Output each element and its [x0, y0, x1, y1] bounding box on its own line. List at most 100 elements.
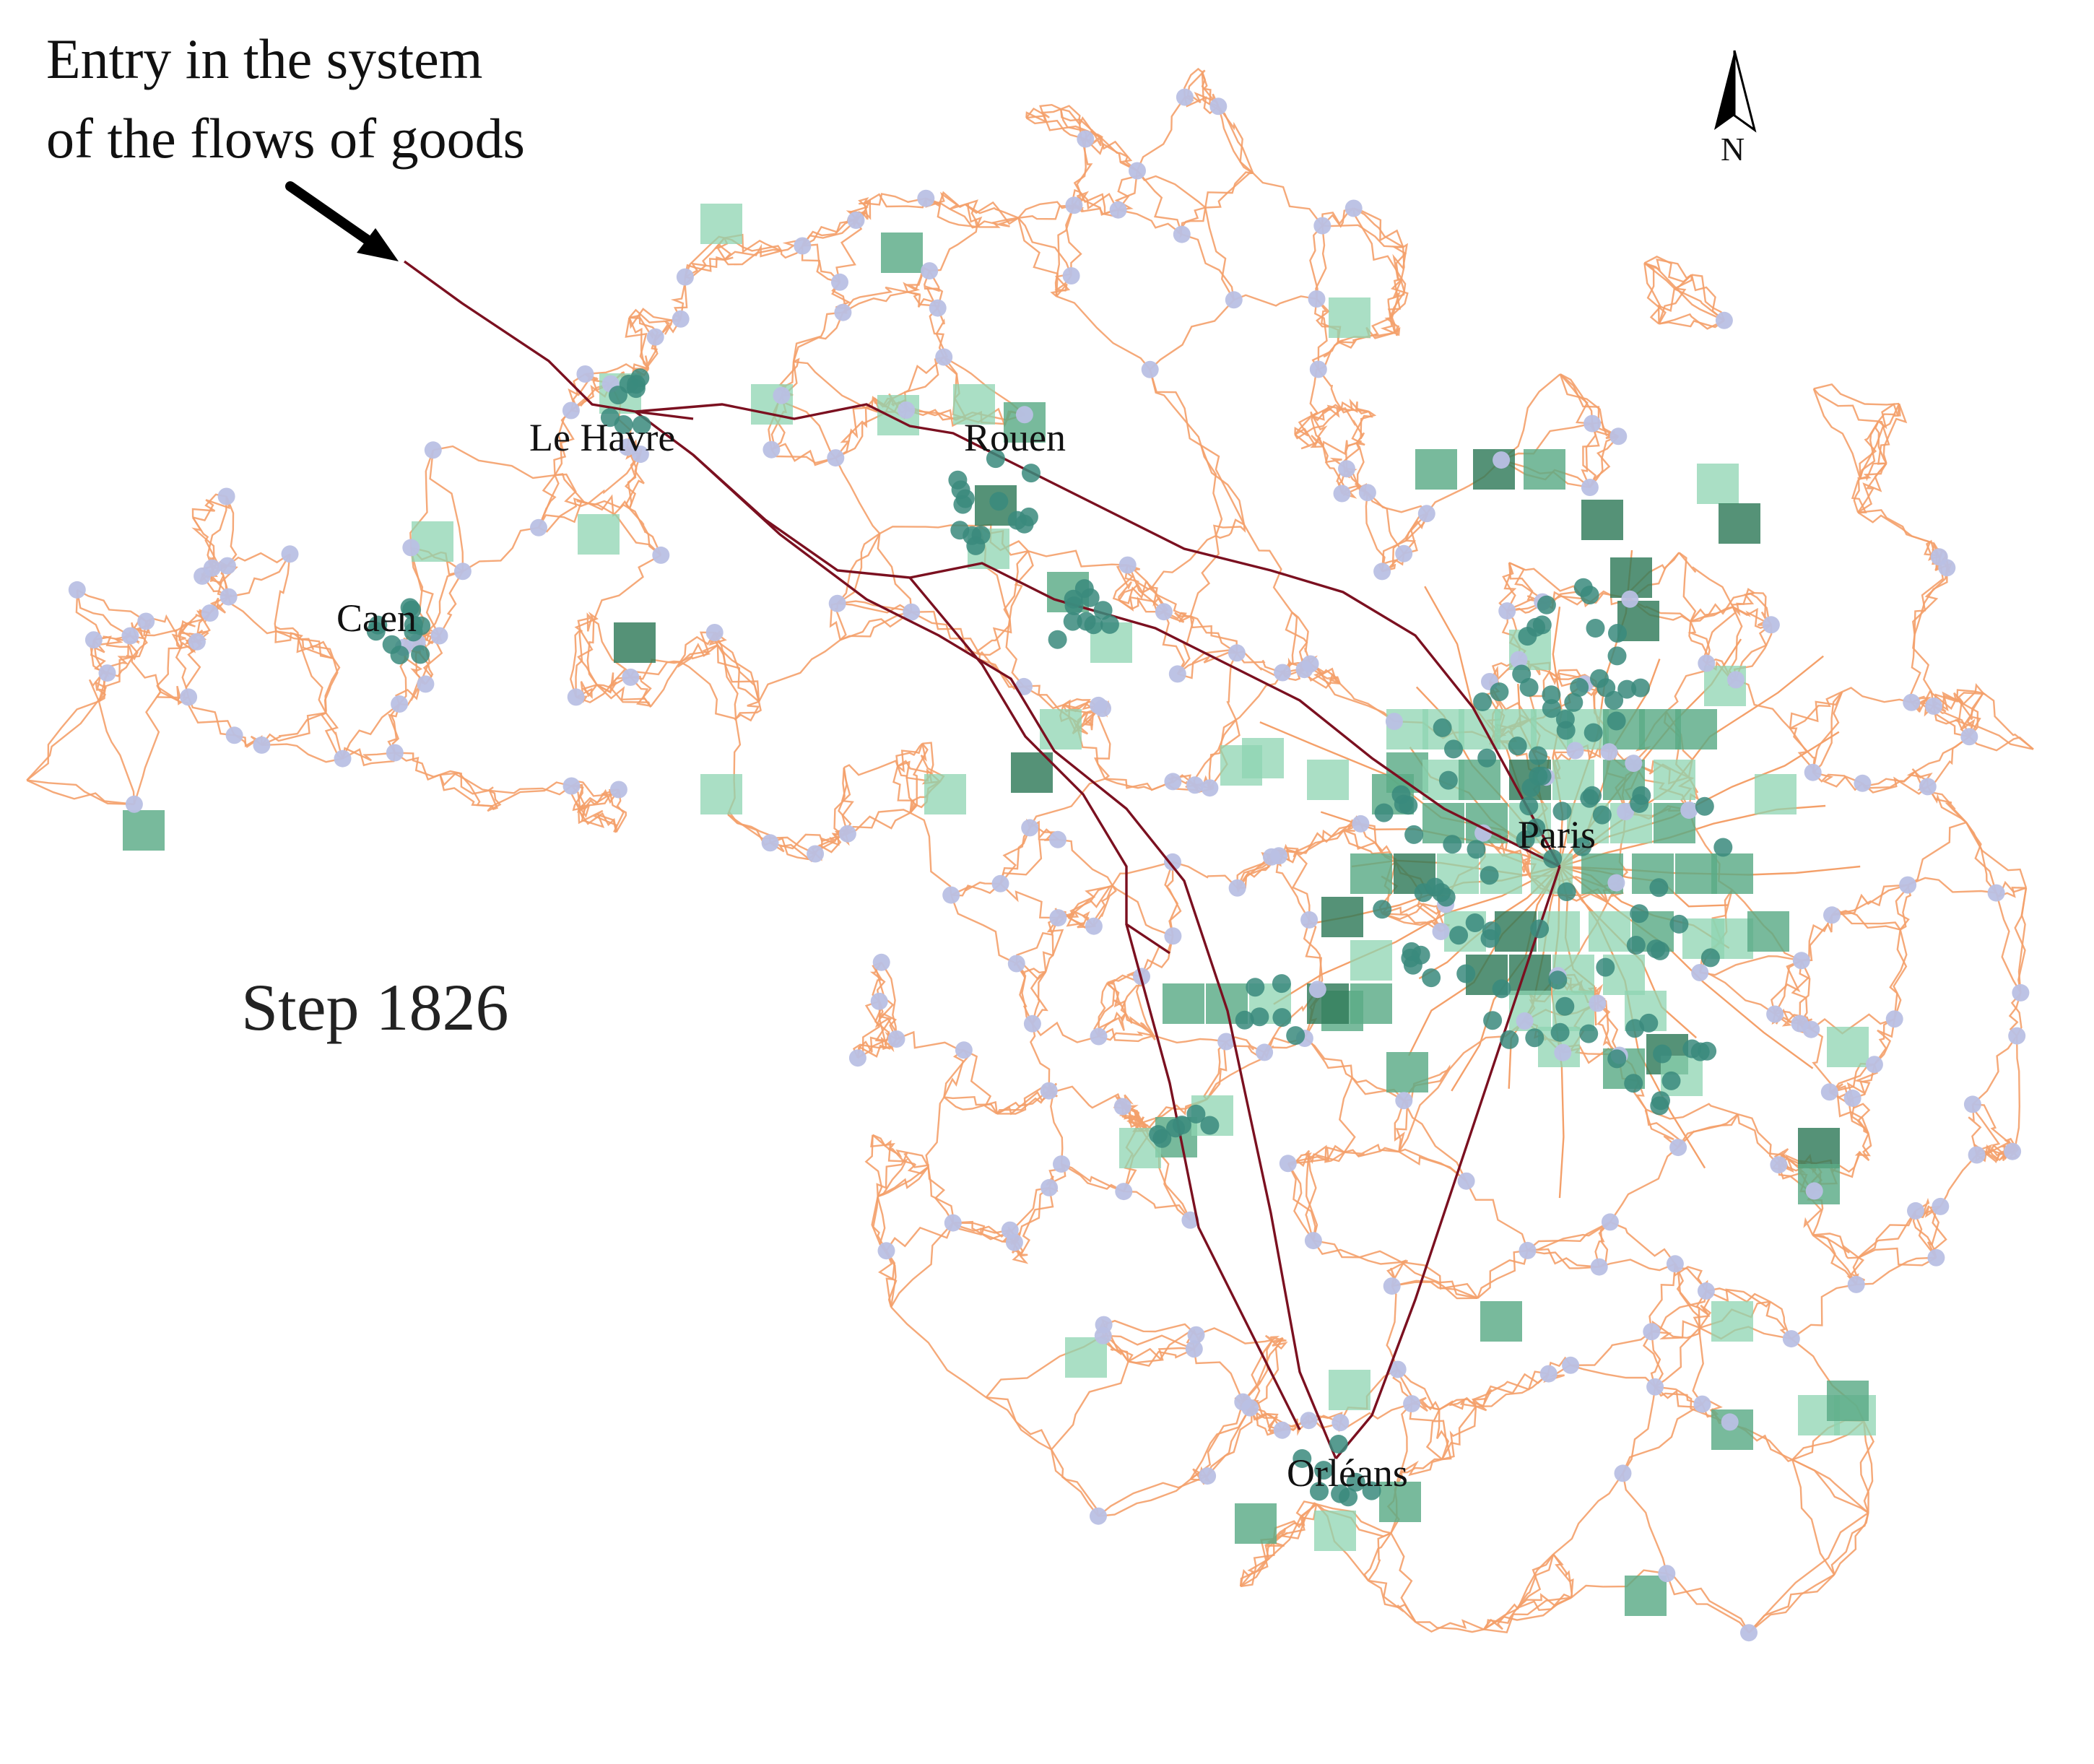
road-segment [1552, 1553, 1574, 1598]
activity-cell [1314, 1511, 1356, 1551]
road-segment [274, 625, 300, 640]
road-segment [976, 217, 1019, 228]
town-point [1885, 1010, 1903, 1028]
road-segment [986, 1396, 1052, 1451]
road-segment [1559, 373, 1619, 438]
road-segment [1477, 1250, 1529, 1299]
active-node [1432, 883, 1451, 903]
active-node [1592, 805, 1612, 825]
road-segment [1053, 1085, 1124, 1109]
road-segment [1654, 1386, 1703, 1405]
town-point [1129, 162, 1146, 180]
active-node [1346, 1472, 1365, 1492]
road-segment [1516, 1553, 1555, 1609]
town-point [1583, 414, 1602, 433]
active-node [1530, 919, 1550, 939]
road-segment [1275, 856, 1311, 921]
road-segment [1381, 513, 1428, 572]
road-segment [625, 317, 650, 370]
town-point [955, 1041, 973, 1059]
active-node [1063, 612, 1082, 631]
road-segment [1386, 1285, 1399, 1370]
road-segment [910, 812, 952, 895]
road-segment [1599, 1259, 1676, 1272]
town-point [68, 581, 86, 599]
road-segment [1399, 1403, 1412, 1473]
road-segment [1137, 170, 1207, 209]
road-segment [192, 496, 230, 521]
active-node [1394, 794, 1413, 814]
active-node [1490, 682, 1509, 702]
road-segment [1853, 477, 1861, 513]
activity-cell [1675, 709, 1717, 750]
road-segment [1273, 1503, 1317, 1540]
road-segment [1893, 929, 1908, 1020]
road-segment [724, 248, 782, 266]
town-point [1727, 671, 1745, 689]
road-segment [734, 701, 762, 721]
road-segment [1204, 207, 1235, 300]
road-segment [628, 508, 662, 556]
activity-cell [123, 810, 165, 851]
road-segment [999, 882, 1059, 919]
road-segment [911, 610, 981, 656]
town-point [121, 627, 139, 645]
road-segment [1104, 778, 1173, 791]
road-segment [872, 1134, 929, 1168]
road-segment [628, 308, 681, 323]
road-segment [1799, 960, 1811, 1024]
town-point [1090, 1507, 1107, 1525]
active-node [1542, 699, 1561, 718]
road-segment [1193, 1349, 1244, 1402]
road-segment [575, 681, 598, 703]
road-segment [999, 827, 1031, 885]
town-point [1600, 743, 1618, 761]
road-segment [864, 193, 926, 206]
road-segment [1242, 1339, 1274, 1403]
activity-cell [953, 384, 995, 425]
road-segment [1098, 1478, 1191, 1517]
entry-arrow-icon [285, 181, 399, 261]
road-segment [943, 1096, 998, 1114]
town-points [68, 88, 2030, 1642]
road-segment [1791, 1459, 1869, 1514]
road-segment [1137, 170, 1183, 235]
town-point [1333, 485, 1351, 503]
road-segment [1015, 963, 1033, 1025]
road-segment [1105, 778, 1173, 791]
active-node [1480, 866, 1499, 885]
town-point [838, 825, 856, 843]
road-segment [1560, 373, 1619, 438]
road-segment [1031, 1021, 1099, 1043]
road-segment [1103, 1319, 1197, 1336]
road-segment [261, 712, 326, 746]
road-segment [1812, 1233, 1859, 1259]
town-point [1740, 1624, 1758, 1642]
road-segment [1582, 423, 1600, 488]
road-segment [1500, 373, 1561, 461]
road-segment [1911, 695, 1934, 708]
town-point [567, 688, 585, 706]
road-segment [1833, 1512, 1869, 1576]
active-node [1580, 788, 1599, 808]
road-segment [1060, 108, 1101, 139]
road-segment [1789, 691, 1843, 729]
active-node [1532, 766, 1552, 786]
road-segment [207, 496, 227, 568]
road-segment [133, 691, 162, 805]
road-segment [892, 765, 916, 814]
road-segment [1594, 1221, 1611, 1267]
road-segment [1441, 1406, 1477, 1460]
road-segment [890, 1306, 987, 1399]
road-segment [911, 611, 981, 656]
active-node [1422, 968, 1441, 988]
road-segment [2014, 1035, 2021, 1147]
active-node [1543, 849, 1563, 869]
city-label-le-havre: Le Havre [529, 416, 675, 459]
town-point [1338, 460, 1355, 478]
road-segment [630, 677, 652, 708]
active-node [1653, 1044, 1672, 1064]
activity-cell [1350, 983, 1392, 1024]
town-point [1932, 1197, 1950, 1215]
town-point [1457, 1172, 1475, 1190]
